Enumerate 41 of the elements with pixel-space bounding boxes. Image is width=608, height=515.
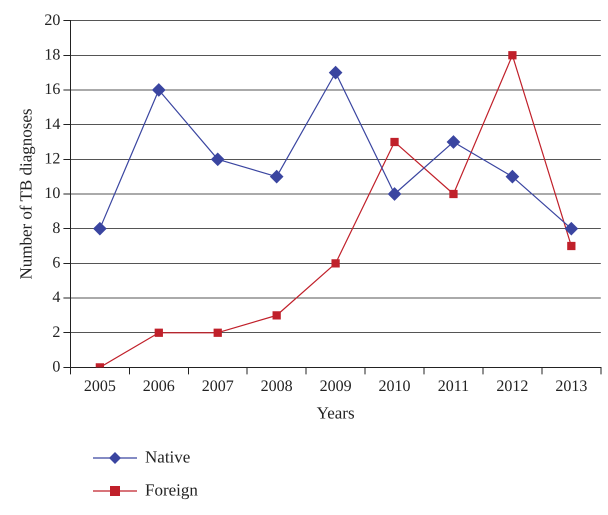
y-tick-label: 20 (44, 12, 60, 29)
point (508, 51, 517, 60)
x-tick-label: 2008 (260, 378, 293, 396)
point (214, 328, 222, 337)
point (388, 187, 402, 201)
y-tick-label: 16 (44, 81, 60, 98)
x-tick-label: 2013 (555, 378, 588, 396)
point (270, 170, 284, 184)
point (272, 311, 281, 320)
x-tick-label: 2011 (438, 378, 470, 396)
y-axis-title: Number of TB diagnoses (16, 108, 36, 280)
y-tick-label: 4 (52, 289, 60, 306)
point (506, 170, 519, 184)
point (152, 83, 166, 97)
point (446, 135, 460, 149)
y-tick-label: 18 (44, 46, 60, 64)
legend-label: Native (145, 447, 190, 466)
x-tick-label: 2006 (142, 378, 175, 396)
y-tick-label: 12 (44, 150, 60, 168)
point (567, 242, 576, 250)
y-tick-label: 2 (52, 324, 60, 341)
point (331, 259, 340, 268)
y-tick-label: 14 (44, 116, 60, 133)
x-tick-label: 2007 (202, 378, 234, 396)
x-tick-label: 2012 (496, 378, 528, 396)
point (329, 66, 342, 80)
point (154, 328, 163, 337)
point (211, 152, 224, 166)
point (93, 222, 106, 236)
point (564, 222, 578, 236)
y-tick-label: 8 (52, 220, 60, 237)
x-tick-label: 2005 (84, 378, 116, 396)
x-axis-title: Years (316, 403, 355, 422)
point (449, 190, 458, 198)
y-tick-label: 6 (52, 254, 60, 272)
legend-label: Foreign (145, 480, 198, 500)
x-tick-label: 2010 (378, 378, 411, 396)
x-tick-label: 2009 (320, 378, 352, 396)
y-tick-label: 10 (44, 185, 60, 202)
point (390, 138, 399, 146)
y-tick-label: 0 (52, 358, 60, 376)
